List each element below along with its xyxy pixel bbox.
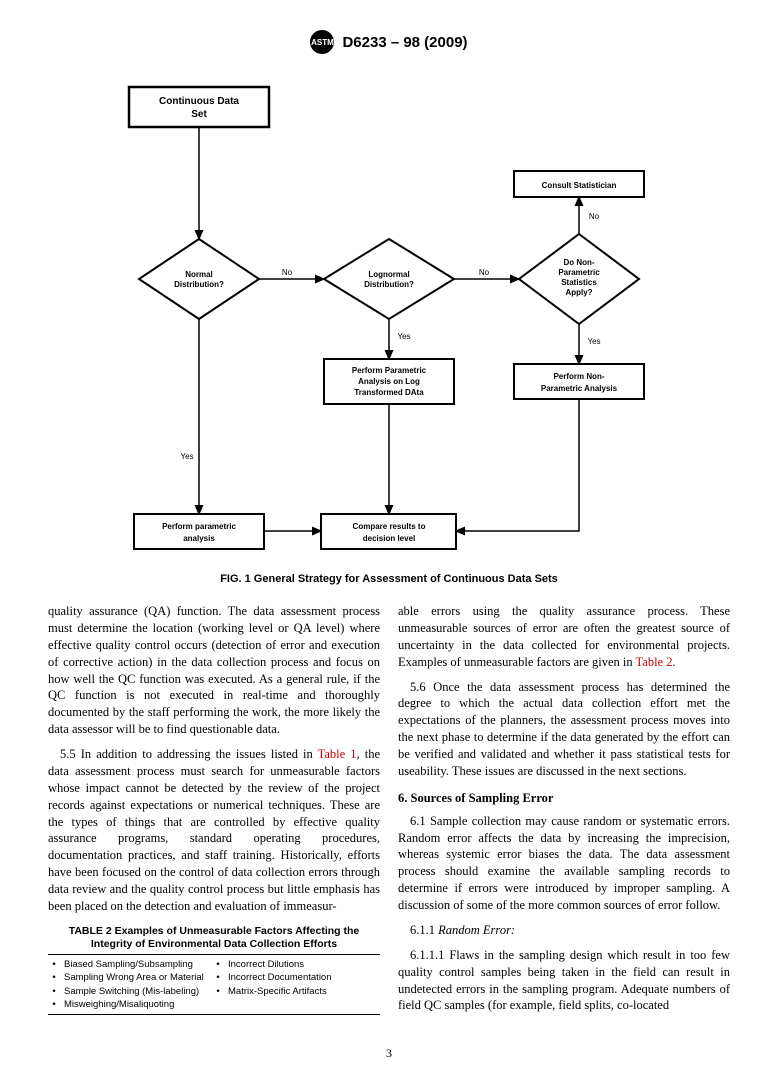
t2-l0: Biased Sampling/Subsampling [64, 958, 193, 971]
fc-lbl-no2: No [479, 268, 490, 277]
flowchart-container: Continuous Data Set Normal Distribution?… [48, 79, 730, 569]
fc-pnp-l1: Perform Non- [553, 372, 604, 381]
bullet-icon: • [214, 971, 222, 984]
section6-heading: 6. Sources of Sampling Error [398, 790, 730, 807]
fc-node-start [129, 87, 269, 127]
fc-normal-l1: Normal [185, 270, 213, 279]
fc-edge-pnp-compare [456, 399, 579, 531]
col2-p1-post: . [673, 655, 676, 669]
fc-log-l1: Lognormal [368, 270, 409, 279]
t2-r0: Incorrect Dilutions [228, 958, 304, 971]
flowchart-svg: Continuous Data Set Normal Distribution?… [109, 79, 669, 569]
col1-p2-post: , the data assessment process must searc… [48, 747, 380, 913]
fc-log-l2: Distribution? [364, 280, 414, 289]
page-number: 3 [48, 1046, 730, 1061]
fc-pp-l1: Perform parametric [162, 522, 236, 531]
col2-p4-italic: Random Error: [438, 923, 515, 937]
col2-p1: able errors using the quality assurance … [398, 603, 730, 671]
bullet-icon: • [214, 985, 222, 998]
fc-cmp-l1: Compare results to [353, 522, 426, 531]
col1-p1: quality assurance (QA) function. The dat… [48, 603, 380, 738]
fc-normal-l2: Distribution? [174, 280, 224, 289]
astm-logo-icon: ASTM [310, 30, 334, 54]
table2-title: TABLE 2 Examples of Unmeasurable Factors… [48, 925, 380, 951]
fc-pp-l2: analysis [183, 534, 215, 543]
column-left: quality assurance (QA) function. The dat… [48, 603, 380, 1022]
col2-p1-pre: able errors using the quality assurance … [398, 604, 730, 669]
bullet-icon: • [50, 985, 58, 998]
fc-node-compare [321, 514, 456, 549]
fc-np-l1: Do Non- [563, 258, 594, 267]
t2-l2: Sample Switching (Mis-labeling) [64, 985, 199, 998]
table2: TABLE 2 Examples of Unmeasurable Factors… [48, 925, 380, 1015]
logo-text: ASTM [311, 38, 334, 47]
t2-r1: Incorrect Documentation [228, 971, 332, 984]
fc-lbl-yes1: Yes [397, 332, 410, 341]
col2-p4-num: 6.1.1 [410, 923, 438, 937]
fc-start-l2: Set [191, 109, 207, 120]
header-inner: ASTM D6233 – 98 (2009) [310, 30, 467, 54]
figure-caption: FIG. 1 General Strategy for Assessment o… [48, 573, 730, 585]
fc-lbl-no3: No [589, 212, 600, 221]
fc-plog-l3: Transformed DAta [354, 388, 424, 397]
col2-p3: 6.1 Sample collection may cause random o… [398, 813, 730, 914]
fc-node-lognormal [324, 239, 454, 319]
fc-node-perform-param [134, 514, 264, 549]
fc-np-l4: Apply? [565, 288, 592, 297]
col2-p2: 5.6 Once the data assessment process has… [398, 679, 730, 780]
fc-plog-l1: Perform Parametric [352, 366, 427, 375]
page-header: ASTM D6233 – 98 (2009) [48, 30, 730, 54]
column-right: able errors using the quality assurance … [398, 603, 730, 1022]
col2-p4: 6.1.1 Random Error: [398, 922, 730, 939]
document-page: ASTM D6233 – 98 (2009) Continuous Data S… [0, 0, 778, 1081]
col2-p5: 6.1.1.1 Flaws in the sampling design whi… [398, 947, 730, 1015]
fc-cmp-l2: decision level [363, 534, 415, 543]
fc-consult-l1: Consult Statistician [542, 181, 617, 190]
bullet-icon: • [50, 998, 58, 1011]
fc-node-normal [139, 239, 259, 319]
fc-start-l1: Continuous Data [159, 96, 239, 107]
col1-p2-pre: 5.5 In addition to addressing the issues… [60, 747, 318, 761]
t2-l1: Sampling Wrong Area or Material [64, 971, 204, 984]
fc-np-l2: Parametric [558, 268, 600, 277]
fc-plog-l2: Analysis on Log [358, 377, 420, 386]
fc-lbl-yes2: Yes [587, 337, 600, 346]
table2-col-right: • Incorrect Dilutions • Incorrect Document… [214, 958, 378, 1011]
t2-l3: Misweighing/Misaliquoting [64, 998, 174, 1011]
fc-lbl-no1: No [282, 268, 293, 277]
fc-lbl-yes3: Yes [180, 452, 193, 461]
fc-np-l3: Statistics [561, 278, 597, 287]
designation-text: D6233 – 98 (2009) [342, 34, 467, 51]
fc-pnp-l2: Parametric Analysis [541, 384, 618, 393]
table1-link[interactable]: Table 1 [318, 747, 357, 761]
table2-body: • Biased Sampling/Subsampling • Sampling W… [48, 954, 380, 1015]
table2-col-left: • Biased Sampling/Subsampling • Sampling W… [50, 958, 214, 1011]
bullet-icon: • [50, 971, 58, 984]
table2-link[interactable]: Table 2 [636, 655, 673, 669]
col1-p2: 5.5 In addition to addressing the issues… [48, 746, 380, 915]
text-columns: quality assurance (QA) function. The dat… [48, 603, 730, 1022]
bullet-icon: • [214, 958, 222, 971]
t2-r2: Matrix-Specific Artifacts [228, 985, 327, 998]
fc-node-perform-nonparam [514, 364, 644, 399]
bullet-icon: • [50, 958, 58, 971]
